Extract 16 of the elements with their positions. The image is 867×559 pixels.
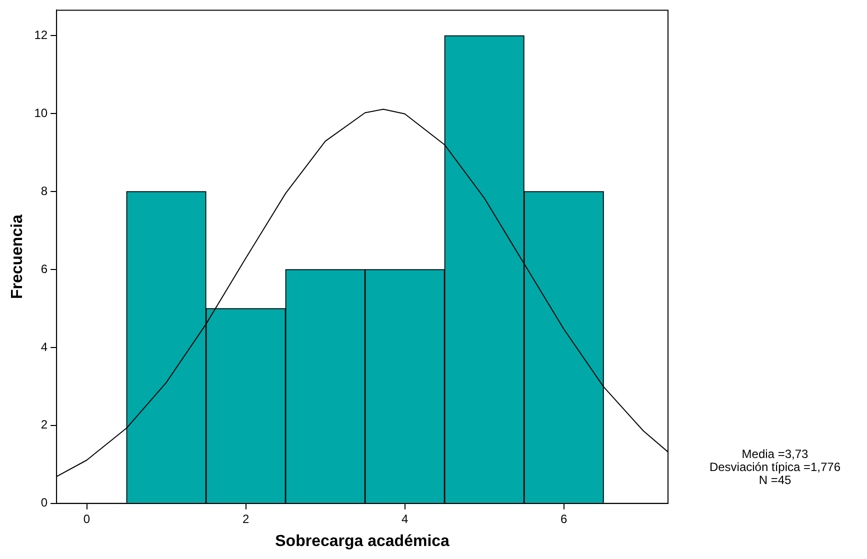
y-tick-label: 12 (34, 28, 48, 42)
y-tick-label: 6 (40, 262, 48, 276)
text: Desviación típica =1,776 (708, 460, 842, 474)
x-axis-title: Sobrecarga académica (275, 532, 450, 550)
y-tick-label: 4 (40, 340, 48, 354)
y-tick-label: 10 (34, 106, 48, 120)
x-tick-label: 2 (242, 512, 250, 526)
text: Media =3,73 (740, 447, 810, 461)
y-tick-label: 0 (40, 496, 48, 510)
text: N =45 (758, 473, 792, 487)
x-tick-label: 0 (83, 512, 90, 526)
x-tick-label: 4 (401, 512, 408, 526)
x-tick-label: 6 (560, 512, 568, 526)
y-axis-title: Frecuencia (9, 214, 26, 300)
y-tick-label: 8 (40, 184, 48, 198)
y-tick-label: 2 (40, 418, 48, 432)
